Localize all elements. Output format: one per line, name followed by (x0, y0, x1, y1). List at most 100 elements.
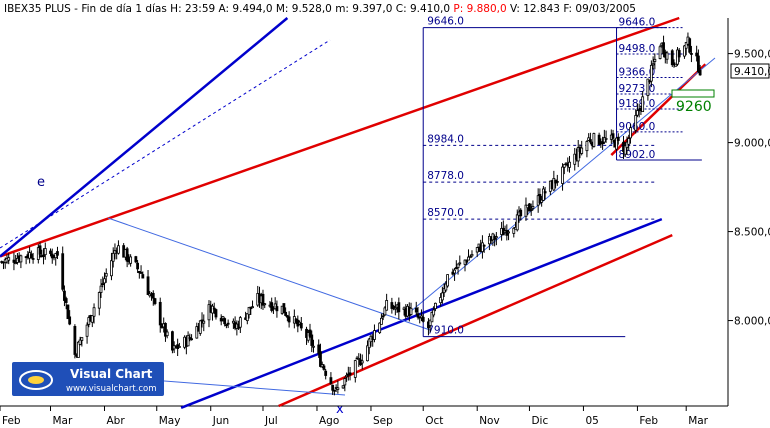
candle-body (117, 245, 120, 254)
candle-body (397, 302, 401, 313)
x-tick-label: Mar (688, 415, 708, 427)
target-value: 9260 (676, 99, 712, 115)
candle-body (19, 255, 23, 263)
low-label: m: 9.397,0 (335, 3, 392, 15)
candle-body (540, 199, 544, 203)
candle-body (519, 209, 523, 217)
candle-body (221, 316, 225, 320)
candle-body (245, 313, 249, 322)
target-annotation: 9260 (671, 89, 715, 115)
last-price-box (730, 63, 770, 79)
candle-body (695, 52, 699, 57)
candle-body (467, 256, 470, 261)
candle-body (336, 387, 340, 390)
candle-body (568, 161, 571, 168)
candle-body (453, 269, 456, 274)
candle-body (677, 50, 681, 58)
candle-body (564, 162, 568, 165)
candle-body (529, 209, 533, 212)
candle-body (627, 138, 631, 145)
candle-body (658, 46, 662, 59)
candle-body (275, 306, 279, 312)
candle-body (310, 334, 314, 346)
open-label: A: 9.494,0 (219, 3, 273, 15)
candle-body (625, 141, 629, 148)
candle-body (80, 337, 84, 341)
candle-body (263, 303, 267, 306)
candle-body (164, 322, 167, 337)
candle-body (200, 319, 204, 322)
candle-body (649, 64, 653, 82)
fib-zoom-label: 9366.0 (619, 66, 656, 78)
candle-body (674, 63, 678, 67)
candle-body (482, 244, 486, 247)
candle-body (360, 360, 364, 364)
candle-body (440, 292, 444, 301)
candle-body (251, 306, 254, 309)
candle-body (465, 260, 469, 263)
candle-body (385, 300, 389, 311)
candle-body (442, 288, 446, 294)
candle-body (531, 206, 535, 209)
candle-body (653, 58, 657, 62)
candle-body (357, 358, 361, 360)
candle-body (85, 324, 89, 337)
candle-body (78, 339, 82, 345)
candle-body (634, 115, 638, 131)
candle-body (367, 338, 371, 349)
candle-body (430, 311, 434, 323)
logo-url: www.visualchart.com (66, 384, 157, 394)
candle-body (76, 341, 80, 358)
candle-body (597, 134, 601, 145)
candle-body (285, 315, 289, 318)
volume-label: V: 12.843 (510, 3, 560, 15)
candle-body (308, 329, 312, 337)
candle-body (110, 260, 113, 277)
candle-body (366, 345, 369, 362)
candle-body (12, 259, 16, 263)
candle-body (528, 203, 531, 212)
candle-body (623, 145, 627, 155)
trendline-red-0[interactable] (0, 16, 680, 258)
candle-body (7, 257, 11, 261)
last-price-tag: 9.410,0 (730, 63, 770, 79)
candle-body (585, 141, 589, 152)
x-tick-label: Feb (2, 415, 21, 427)
candle-body (287, 316, 291, 323)
candle-body (670, 50, 674, 66)
candle-body (111, 252, 115, 262)
candle-body (421, 316, 425, 322)
candle-body (543, 191, 547, 194)
time-label: H: 23:59 (170, 3, 215, 15)
trendline-red-3[interactable] (278, 233, 673, 408)
candle-body (381, 315, 385, 318)
candle-body (637, 109, 641, 112)
thin-trendline (107, 217, 431, 331)
fib-level-label: 8570.0 (427, 207, 464, 219)
candle-body (601, 141, 605, 145)
candle-body (146, 276, 150, 295)
candle-body (63, 290, 66, 301)
candle-body (629, 127, 632, 139)
logo-core-icon (28, 376, 44, 384)
candle-body (151, 292, 155, 299)
candle-body (576, 147, 580, 162)
candle-body (231, 320, 235, 324)
trendline-blue-1[interactable] (0, 17, 289, 258)
candle-body (615, 137, 618, 150)
candle-body (99, 285, 103, 293)
x-tick-label: Jun (212, 415, 229, 427)
x-tick-label: Nov (479, 415, 500, 427)
candle-body (580, 147, 584, 154)
candle-body (42, 254, 45, 257)
candle-body (512, 227, 516, 234)
candle-body (611, 133, 615, 139)
candle-body (646, 78, 650, 96)
candle-body (139, 272, 143, 274)
visual-chart-logo[interactable]: Visual Chart www.visualchart.com (12, 362, 164, 396)
candle-body (202, 320, 206, 324)
symbol-label: IBEX35 PLUS (4, 3, 71, 15)
fib-zoom-label: 9189.0 (619, 98, 656, 110)
